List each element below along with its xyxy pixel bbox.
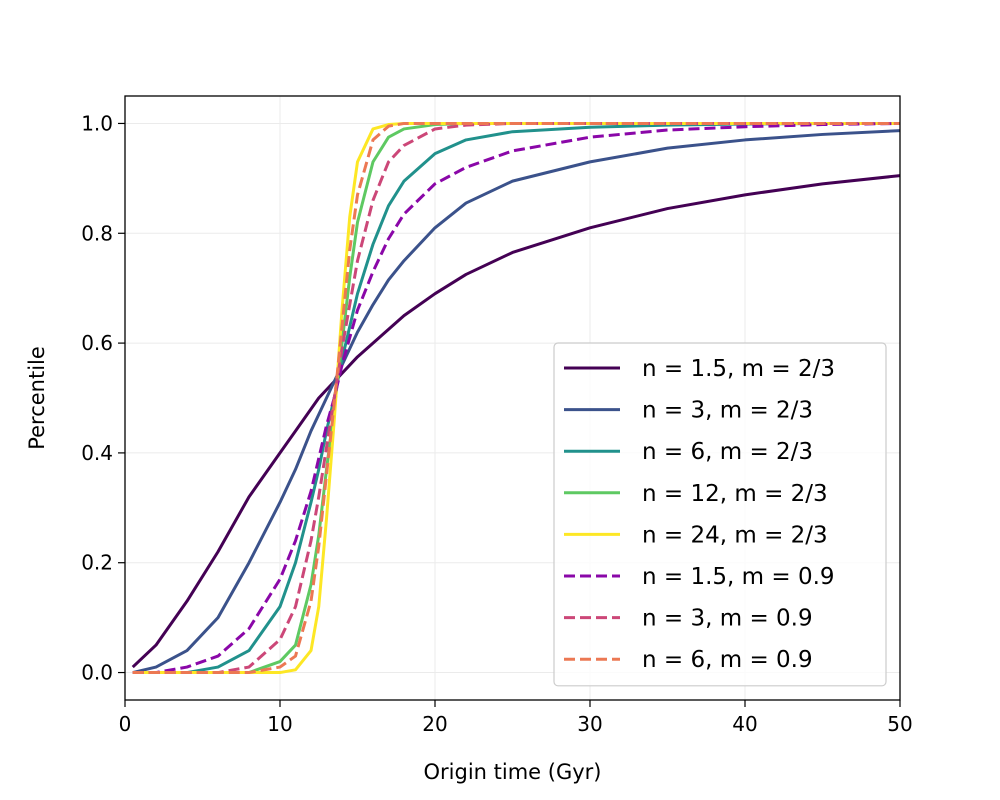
series-line	[131, 174, 901, 669]
y-axis-label: Percentile	[25, 346, 49, 450]
y-tick-label: 0.2	[81, 551, 113, 575]
y-axis-ticks: 0.0 0.2 0.4 0.6 0.8 1.0	[81, 111, 125, 685]
legend-entry-label: n = 1.5, m = 2/3	[642, 356, 835, 382]
x-tick-label: 50	[887, 712, 912, 736]
x-axis-label: Origin time (Gyr)	[424, 760, 602, 784]
y-tick-label: 0.8	[81, 221, 113, 245]
plot-lines	[131, 121, 901, 675]
legend-entry-label: n = 3, m = 0.9	[642, 606, 813, 632]
legend-entry-label: n = 6, m = 0.9	[642, 647, 813, 673]
series-line	[132, 121, 901, 675]
plot-frame	[124, 95, 901, 701]
series-line	[132, 121, 900, 675]
y-tick-label: 1.0	[81, 111, 113, 135]
x-tick-label: 10	[267, 712, 292, 736]
legend-entry-label: n = 6, m = 2/3	[642, 439, 813, 465]
legend: n = 1.5, m = 2/3 n = 3, m = 2/3 n = 6, m =…	[553, 342, 887, 687]
x-tick-label: 0	[119, 712, 132, 736]
legend-entry-label: n = 1.5, m = 0.9	[642, 564, 835, 590]
legend-entry-label: n = 24, m = 2/3	[642, 522, 828, 548]
x-tick-label: 40	[732, 712, 757, 736]
legend-box	[553, 342, 887, 687]
series-line	[132, 121, 900, 675]
y-tick-label: 0.6	[81, 331, 113, 355]
series-line	[132, 129, 901, 675]
legend-entry-label: n = 12, m = 2/3	[642, 481, 828, 507]
x-axis-ticks: 0 10 20 30 40 50	[119, 700, 913, 736]
x-tick-label: 20	[422, 712, 447, 736]
y-tick-label: 0.4	[81, 441, 113, 465]
legend-entry-label: n = 3, m = 2/3	[642, 398, 813, 424]
series-line	[132, 121, 900, 675]
x-tick-label: 30	[577, 712, 602, 736]
y-tick-label: 0.0	[81, 661, 113, 685]
